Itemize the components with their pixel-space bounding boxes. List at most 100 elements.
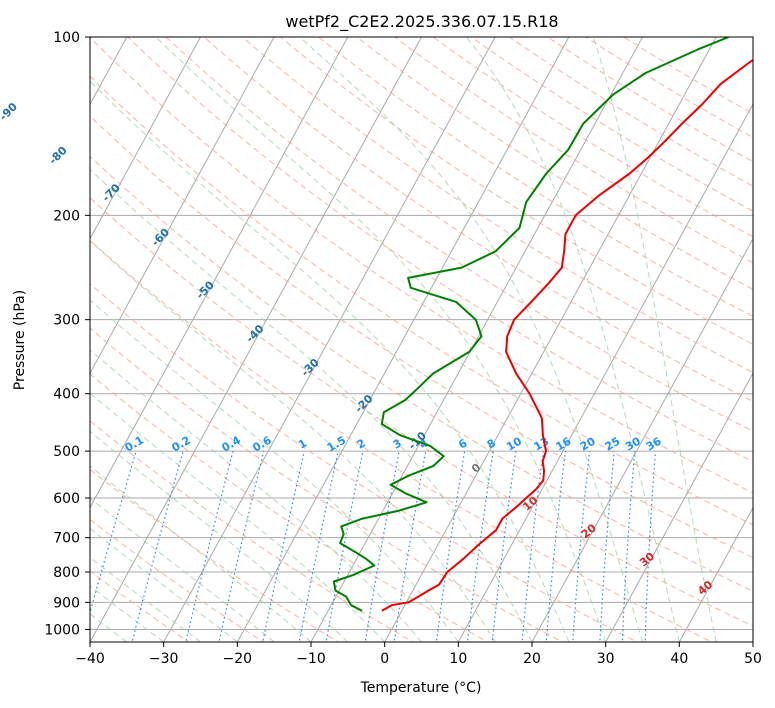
mixing-ratio-line: [325, 450, 364, 642]
mixing-ratio-label: 6: [456, 436, 469, 451]
temperature-profile-line: [381, 58, 753, 612]
x-tick-label: 30: [597, 651, 615, 667]
x-tick-label: 50: [744, 651, 762, 667]
isotherm-line: [236, 37, 570, 642]
y-tick-label: 300: [53, 313, 80, 329]
dry-adiabat-line: [90, 75, 753, 526]
x-tick-label: 20: [523, 651, 541, 667]
mixing-ratio-line: [364, 450, 400, 642]
y-tick-label: 700: [53, 531, 80, 547]
y-axis-label: Pressure (hPa): [12, 290, 28, 390]
dry-adiabat-label: -90: [0, 100, 20, 123]
y-axis-ticks: 1000 900 800 700 600 500 400 300 200 100: [44, 30, 90, 638]
dry-adiabat-line: [90, 327, 564, 642]
x-tick-label: −40: [75, 651, 105, 667]
moist-adiabat-line: [90, 465, 312, 642]
x-tick-label: 10: [449, 651, 467, 667]
mixing-ratio-label: 3: [391, 437, 404, 452]
mixing-ratio-line: [218, 450, 265, 642]
isotherm-line: [531, 237, 753, 642]
y-tick-label: 100: [53, 30, 80, 46]
x-tick-label: −20: [223, 651, 253, 667]
isotherm-line: [678, 506, 753, 642]
dry-adiabat-line: [90, 197, 753, 627]
isotherm-line: [163, 37, 496, 642]
mixing-ratio-line: [90, 450, 137, 615]
mixing-ratio-label: 2: [355, 437, 368, 452]
moist-adiabat-line: [90, 349, 422, 642]
moist-adiabat-line: [592, 37, 717, 642]
dry-adiabat-line: [317, 37, 753, 318]
mixing-ratio-line: [185, 450, 234, 642]
mixing-ratio-line: [393, 450, 427, 642]
moist-adiabat-line: [90, 585, 164, 642]
y-tick-label: 500: [53, 444, 80, 460]
mixing-ratio-line: [131, 450, 184, 642]
moist-adiabat-line: [90, 80, 570, 642]
isotherm-line: [90, 37, 349, 509]
x-tick-label: −30: [149, 651, 179, 667]
moist-adiabat-line: [90, 497, 275, 642]
moist-adiabat-line: [90, 299, 459, 642]
background-labels: 0.10.20.40.611.52346810131620253036-100-…: [0, 100, 716, 598]
dry-adiabat-line: [355, 37, 753, 290]
moist-adiabat-line: [155, 37, 607, 642]
y-tick-label: 600: [53, 491, 80, 507]
y-tick-label: 900: [53, 595, 80, 611]
moist-adiabat-line: [90, 392, 386, 642]
mixing-ratio-line: [262, 450, 305, 642]
x-tick-label: 0: [380, 651, 389, 667]
isotherm-line: [90, 37, 423, 642]
dry-adiabat-line: [90, 468, 340, 642]
mixing-ratio-label: 1: [296, 437, 309, 452]
moist-adiabat-line: [90, 168, 533, 642]
moist-adiabat-line: [90, 556, 201, 642]
y-tick-label: 400: [53, 387, 80, 403]
dewpoint-profile-line: [332, 37, 730, 612]
moist-adiabat-line: [465, 37, 680, 642]
dry-adiabat-line: [90, 239, 713, 642]
dry-adiabat-line: [90, 37, 753, 494]
dry-adiabat-line: [584, 37, 753, 139]
dry-adiabat-line: [241, 37, 753, 374]
mixing-ratio-line: [644, 451, 657, 642]
isotherm-line: [90, 37, 202, 240]
dry-adiabat-line: [90, 373, 489, 642]
mixing-ratio-line: [298, 450, 339, 642]
mixing-ratio-line: [466, 451, 494, 642]
mixing-ratio-line: [491, 451, 517, 642]
dry-adiabat-line: [203, 37, 753, 403]
dry-adiabat-line: [90, 115, 753, 559]
moist-adiabat-line: [90, 240, 496, 642]
mixing-ratio-line: [521, 451, 544, 642]
dry-adiabat-label: -80: [47, 144, 70, 167]
profiles: [332, 37, 753, 612]
isotherm-line: [90, 37, 275, 375]
dry-adiabat-line: [165, 37, 753, 432]
dry-adiabat-line: [394, 37, 753, 264]
x-axis-label: Temperature (°C): [360, 680, 482, 696]
dry-adiabat-line: [127, 37, 753, 463]
isotherm-line: [605, 372, 753, 642]
mixing-ratio-line: [599, 451, 615, 642]
isotherm-line: [752, 640, 753, 642]
x-tick-label: 40: [670, 651, 688, 667]
mixing-ratio-line: [572, 451, 591, 642]
y-tick-label: 1000: [44, 622, 80, 638]
dry-adiabat-line: [90, 282, 639, 642]
chart-title: wetPf2_C2E2.2025.336.07.15.R18: [285, 12, 558, 32]
dry-adiabat-line: [432, 37, 753, 238]
dry-adiabat-line: [90, 155, 753, 592]
mixing-ratio-line: [621, 451, 636, 642]
isotherm-line: [310, 37, 644, 642]
x-tick-label: −10: [296, 651, 326, 667]
isotherm-line: [457, 103, 753, 642]
mixing-ratio-line: [545, 451, 566, 642]
background-lines: [90, 37, 753, 642]
plot-frame: [89, 36, 754, 643]
isotherm-line: [384, 37, 717, 642]
y-tick-label: 800: [53, 565, 80, 581]
mixing-ratio-line: [435, 451, 466, 642]
moist-adiabat-line: [299, 37, 643, 642]
